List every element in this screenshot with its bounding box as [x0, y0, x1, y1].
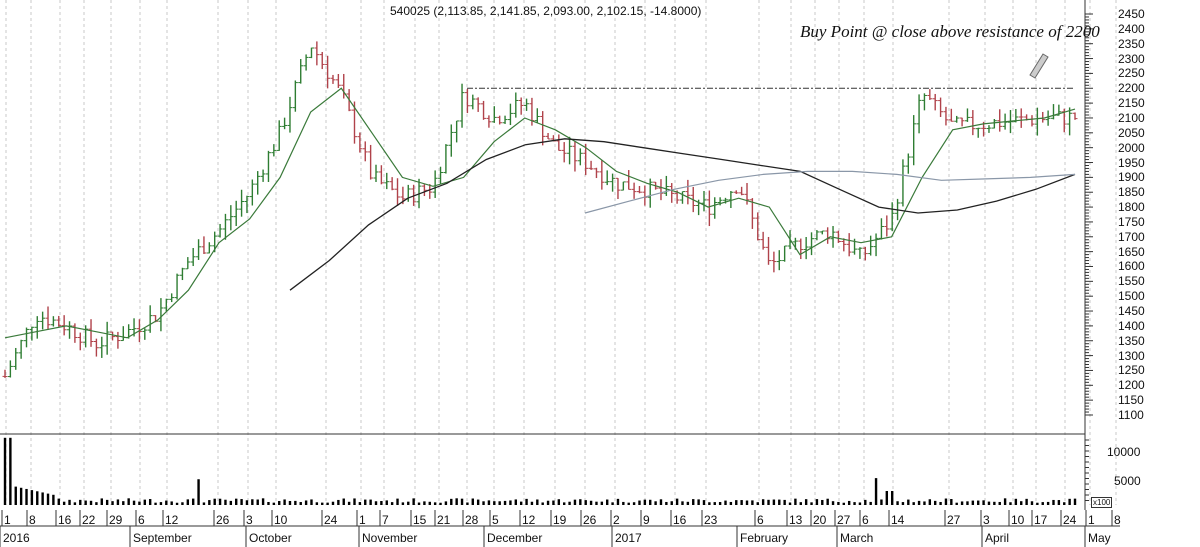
- price-axis-label: 1850: [1118, 185, 1145, 200]
- date-axis-day-label: 24: [1063, 513, 1077, 527]
- date-axis-day-label: 17: [1034, 513, 1048, 527]
- date-axis-day-label: 7: [382, 513, 389, 527]
- date-axis-day-label: 12: [522, 513, 536, 527]
- date-axis-day-label: 23: [704, 513, 718, 527]
- date-axis-day-label: 26: [216, 513, 230, 527]
- date-axis-month-label: September: [133, 531, 192, 545]
- date-axis-day-label: 8: [1114, 513, 1121, 527]
- date-axis-day-label: 10: [1011, 513, 1025, 527]
- price-axis-label: 1550: [1118, 274, 1145, 289]
- date-axis-month-label: March: [840, 531, 874, 545]
- date-axis-day-label: 15: [413, 513, 427, 527]
- price-axis-label: 2350: [1118, 36, 1145, 51]
- date-axis-day-label: 24: [324, 513, 338, 527]
- date-axis-day-label: 28: [465, 513, 479, 527]
- date-axis-day-label: 2: [613, 513, 620, 527]
- date-axis-day-label: 1: [359, 513, 366, 527]
- price-axis-label: 1950: [1118, 155, 1145, 170]
- price-axis-label: 1350: [1118, 333, 1145, 348]
- date-axis-day-label: 13: [789, 513, 803, 527]
- date-axis-month-label: December: [487, 531, 543, 545]
- price-axis-label: 2250: [1118, 66, 1145, 81]
- date-axis-day-label: 27: [947, 513, 961, 527]
- date-axis-day-label: 3: [983, 513, 990, 527]
- price-axis-label: 2200: [1118, 81, 1145, 96]
- buy-point-annotation: Buy Point @ close above resistance of 22…: [800, 22, 1100, 41]
- price-axis-label: 1600: [1118, 259, 1145, 274]
- price-axis-label: 1800: [1118, 200, 1145, 215]
- date-axis-day-label: 20: [813, 513, 827, 527]
- pen-icon: [1029, 53, 1049, 79]
- price-axis-label: 2400: [1118, 21, 1145, 36]
- date-axis-day-label: 26: [583, 513, 597, 527]
- chart-title: 540025 (2,113.85, 2,141.85, 2,093.00, 2,…: [390, 4, 702, 18]
- price-axis-label: 1300: [1118, 348, 1145, 363]
- date-axis-day-label: 19: [553, 513, 567, 527]
- price-axis-label: 1700: [1118, 229, 1145, 244]
- price-axis-label: 2000: [1118, 140, 1145, 155]
- date-axis-day-label: 1: [4, 513, 11, 527]
- date-axis-day-label: 16: [673, 513, 687, 527]
- price-axis-label: 1450: [1118, 304, 1145, 319]
- price-axis-label: 2300: [1118, 51, 1145, 66]
- price-axis-label: 2100: [1118, 110, 1145, 125]
- date-axis-day-label: 10: [274, 513, 288, 527]
- price-axis-label: 1250: [1118, 363, 1145, 378]
- date-axis-day-label: 5: [492, 513, 499, 527]
- date-axis-month-label: April: [985, 531, 1010, 545]
- date-axis-day-label: 6: [862, 513, 869, 527]
- price-axis-label: 1750: [1118, 214, 1145, 229]
- date-axis-month-label: 2017: [615, 531, 642, 545]
- price-axis-label: 1150: [1118, 393, 1144, 408]
- price-axis-label: 1900: [1118, 170, 1145, 185]
- date-axis-day-label: 6: [757, 513, 764, 527]
- date-axis-day-label: 27: [837, 513, 851, 527]
- date-axis-day-label: 6: [138, 513, 145, 527]
- price-axis-label: 1500: [1118, 289, 1145, 304]
- price-axis-label: 1400: [1118, 318, 1145, 333]
- price-axis-label: 2150: [1118, 96, 1145, 111]
- date-axis-month-label: May: [1088, 531, 1111, 545]
- date-axis-day-label: 3: [246, 513, 253, 527]
- date-axis-day-label: 8: [29, 513, 36, 527]
- date-axis-day-label: 9: [643, 513, 650, 527]
- volume-multiplier-label: x100: [1091, 497, 1113, 508]
- date-axis-month-label: 2016: [3, 531, 30, 545]
- price-axis-label: 1650: [1118, 244, 1145, 259]
- date-axis-day-label: 16: [58, 513, 72, 527]
- date-axis-day-label: 1: [1088, 513, 1095, 527]
- price-axis-label: 2450: [1118, 7, 1145, 21]
- price-axis-label: 1100: [1118, 408, 1144, 422]
- date-axis-month-label: October: [249, 531, 292, 545]
- date-axis-day-label: 21: [437, 513, 451, 527]
- volume-axis-label-10000: 10000: [1107, 445, 1141, 459]
- date-axis-day-label: 12: [165, 513, 179, 527]
- date-axis-day-label: 29: [109, 513, 123, 527]
- date-axis-day-label: 14: [891, 513, 905, 527]
- price-axis-label: 1200: [1118, 378, 1145, 393]
- price-axis-label: 2050: [1118, 125, 1145, 140]
- volume-axis-label-5000: 5000: [1114, 474, 1141, 488]
- date-axis-month-label: February: [740, 531, 789, 545]
- date-axis-day-label: 22: [82, 513, 96, 527]
- date-axis-month-label: November: [362, 531, 418, 545]
